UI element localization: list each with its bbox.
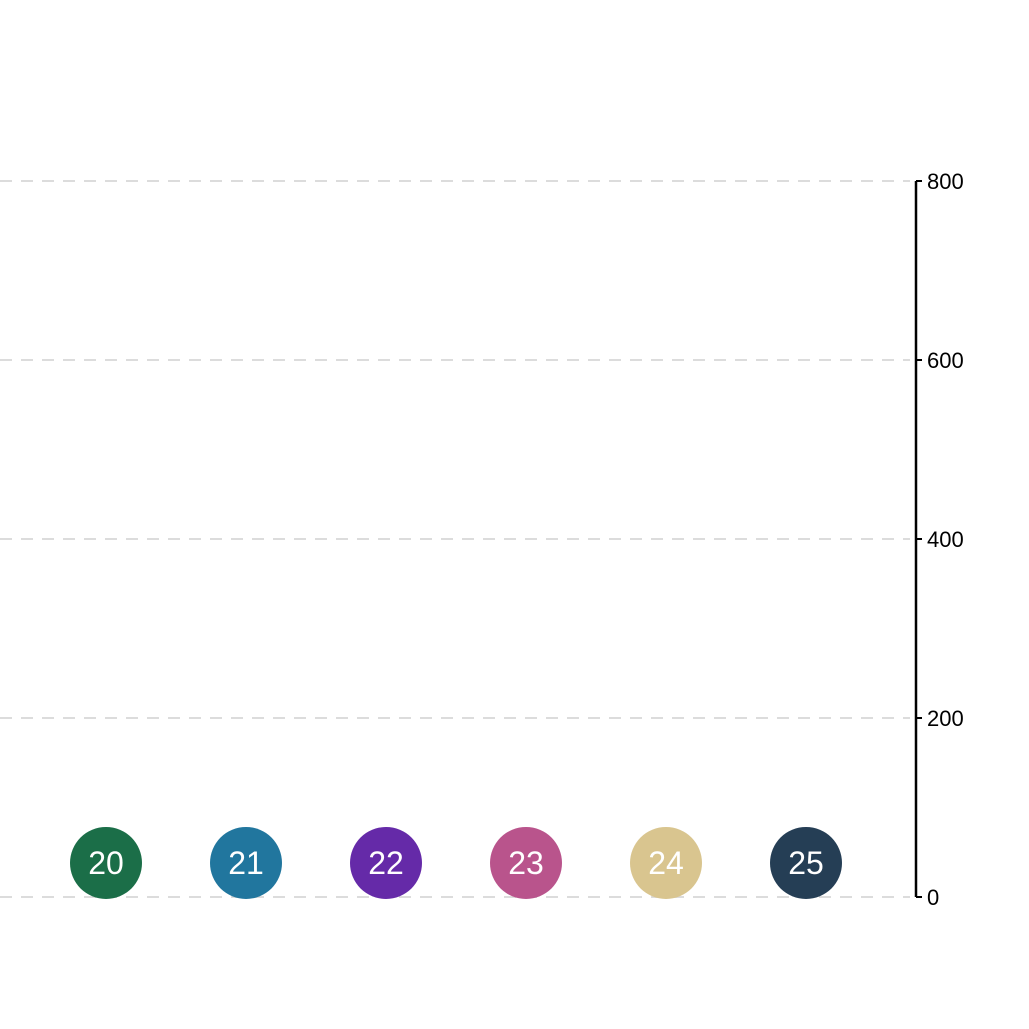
data-point-22: 22: [350, 826, 422, 899]
data-point-marker: [350, 826, 422, 899]
y-tick-label: 0: [927, 885, 939, 910]
data-point-23: 23: [490, 826, 562, 899]
y-tick-label: 600: [927, 348, 964, 373]
data-points: 20 21 22 23 24 25: [70, 826, 842, 899]
data-point-label: 21: [228, 845, 264, 881]
data-point-marker: [70, 826, 142, 899]
data-point-20: 20: [70, 826, 142, 899]
data-point-24: 24: [630, 826, 702, 899]
data-point-marker: [490, 826, 562, 899]
y-axis: 0 200 400 600 800: [914, 169, 964, 910]
y-tick-label: 800: [927, 169, 964, 194]
data-point-label: 25: [788, 845, 824, 881]
data-point-25: 25: [770, 826, 842, 899]
y-tick-label: 200: [927, 706, 964, 731]
y-tick-label: 400: [927, 527, 964, 552]
data-point-marker: [630, 826, 702, 899]
data-point-label: 22: [368, 845, 404, 881]
data-point-label: 20: [88, 845, 124, 881]
gridlines: [0, 180, 910, 898]
data-point-21: 21: [210, 826, 282, 899]
data-point-label: 24: [648, 845, 684, 881]
data-point-marker: [210, 826, 282, 899]
data-point-marker: [770, 826, 842, 899]
data-point-label: 23: [508, 845, 544, 881]
